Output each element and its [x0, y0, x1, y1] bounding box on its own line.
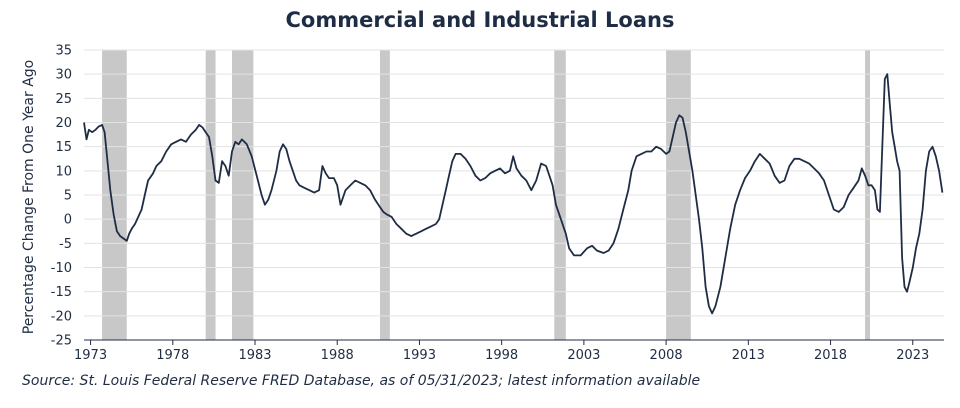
y-tick-label: 15	[55, 140, 72, 155]
x-tick-label: 2018	[814, 348, 847, 363]
x-tick-label: 1978	[156, 348, 189, 363]
axes: -25 -20 -15 -10 -5 0 5 10 15 20 25 30 35 1973 1978 1983…	[51, 44, 944, 363]
x-tick-label: 1998	[485, 348, 518, 363]
series-path	[83, 73, 944, 315]
y-tick-label: -25	[51, 334, 72, 349]
y-tick-label: 30	[55, 68, 72, 83]
y-tick-label: 35	[55, 44, 72, 59]
x-tick-label: 1973	[74, 348, 107, 363]
source-note: Source: St. Louis Federal Reserve FRED D…	[22, 373, 701, 389]
x-tick-label: 1988	[321, 348, 354, 363]
x-tick-label: 1993	[403, 348, 436, 363]
series-line	[83, 73, 944, 315]
y-tick-label: 20	[55, 116, 72, 131]
y-tick-label: -20	[51, 309, 72, 324]
y-tick-label: 25	[55, 92, 72, 107]
y-tick-label: 10	[55, 164, 72, 179]
x-tick-label: 2013	[732, 348, 765, 363]
x-tick-label: 2008	[650, 348, 683, 363]
chart-title: Commercial and Industrial Loans	[285, 8, 675, 32]
y-tick-label: 0	[64, 213, 72, 228]
x-tick-label: 1983	[238, 348, 271, 363]
y-tick-label: -5	[59, 237, 72, 252]
y-tick-label: -15	[51, 285, 72, 300]
y-tick-label: 5	[64, 189, 72, 204]
x-tick-label: 2023	[896, 348, 929, 363]
y-tick-label: -10	[51, 261, 72, 276]
x-tick-label: 2003	[567, 348, 600, 363]
